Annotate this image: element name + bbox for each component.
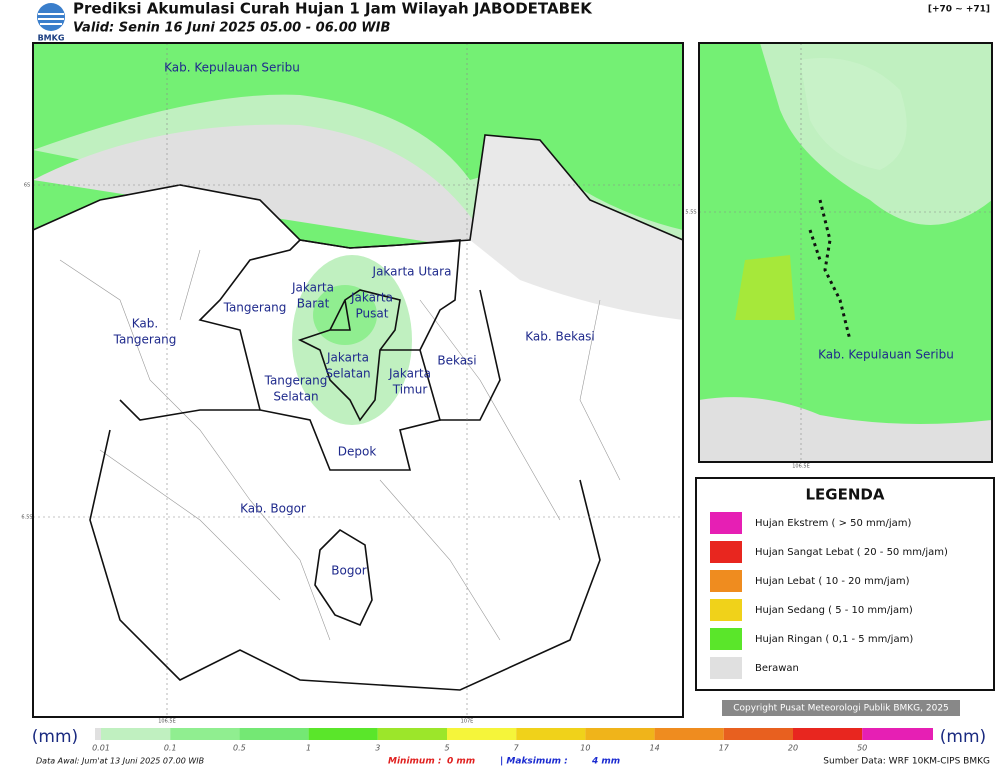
region-label: Jakarta: [326, 351, 369, 365]
colorbar-segment: [862, 728, 933, 740]
colorbar-segment: [585, 728, 655, 740]
lon-label: 107E: [461, 719, 474, 725]
range-label: [+70 ~ +71]: [928, 5, 990, 15]
cloud-land: [470, 135, 683, 320]
unit-left: (mm): [32, 727, 78, 747]
colorbar-label: 1: [306, 744, 311, 753]
logo-text: BMKG: [38, 34, 65, 43]
region-label: Depok: [338, 445, 377, 459]
inset-cloud: [699, 397, 992, 462]
region-label: Selatan: [273, 390, 318, 404]
colorbar-segment: [101, 728, 171, 740]
colorbar-label: 14: [650, 744, 660, 753]
main-map: [32, 42, 684, 718]
region-label: Kab. Bekasi: [525, 330, 595, 344]
bogor-boundary: [314, 528, 373, 627]
legend-swatch: [710, 628, 742, 650]
legend-box: [695, 477, 995, 691]
unit-right: (mm): [940, 727, 986, 747]
colorbar-label: 0.5: [233, 744, 246, 753]
inset-frame: [698, 42, 993, 463]
subtitle: Valid: Senin 16 Juni 2025 05.00 - 06.00 …: [73, 21, 390, 36]
inset-map: [698, 42, 993, 463]
logo-icon: [37, 3, 65, 31]
inset-light-blob: [800, 58, 907, 170]
colorbar-segment: [793, 728, 863, 740]
legend-item: Hujan Ringan ( 0,1 - 5 mm/jam): [755, 634, 913, 645]
region-label: Jakarta: [388, 367, 431, 381]
logo-waves: [38, 13, 64, 25]
legend-item: Hujan Lebat ( 10 - 20 mm/jam): [755, 576, 910, 587]
legend-swatch: [710, 512, 742, 534]
region-label: Selatan: [325, 367, 370, 381]
region-label: Jakarta: [291, 281, 334, 295]
min-label: Minimum :: [388, 757, 441, 767]
initial-data: Data Awal: Jum'at 13 Juni 2025 07.00 WIB: [36, 757, 204, 766]
lon-label: 106.5E: [158, 719, 175, 725]
colorbar-segment: [308, 728, 378, 740]
colorbar-label: 17: [719, 744, 730, 753]
colorbar-label: 7: [514, 744, 520, 753]
colorbar-label: 0.01: [92, 744, 110, 753]
lat-label: 5.5S: [685, 210, 696, 216]
colorbar-segment: [170, 728, 240, 740]
legend-swatch: [710, 570, 742, 592]
colorbar-label: 5: [444, 744, 449, 753]
graticule: [33, 43, 683, 717]
title: Prediksi Akumulasi Curah Hujan 1 Jam Wil…: [73, 0, 593, 18]
colorbar-label: 20: [788, 744, 798, 753]
inset-graticule: [699, 43, 992, 462]
main-map-frame: [32, 42, 684, 718]
legend-swatch: [710, 657, 742, 679]
region-label: Barat: [297, 297, 330, 311]
legend-title: LEGENDA: [806, 486, 885, 504]
district-lines: [59, 249, 621, 641]
source: Sumber Data: WRF 10KM-CIPS BMKG: [823, 757, 990, 767]
region-label: Kab. Kepulauan Seribu: [164, 61, 300, 75]
region-label: Tangerang: [264, 374, 328, 388]
region-label: Tangerang: [113, 333, 177, 347]
legend-item: Berawan: [755, 663, 799, 674]
legend-item: Hujan Sangat Lebat ( 20 - 50 mm/jam): [755, 547, 948, 558]
region-label: Pusat: [356, 307, 389, 321]
regency-boundary: [89, 399, 601, 691]
colorbar-label: 3: [375, 744, 380, 753]
colorbar-segment: [654, 728, 724, 740]
copyright-bg: [722, 700, 960, 716]
land: [33, 135, 683, 717]
lat-label: 6S: [24, 183, 30, 189]
islands: [808, 199, 852, 341]
colorbar-segment: [516, 728, 586, 740]
city-boundaries: [297, 289, 501, 422]
region-label: Jakarta Utara: [372, 265, 452, 279]
max-label: | Maksimum :: [500, 757, 568, 767]
colorbar-segment: [377, 728, 447, 740]
colorbar-segment: [95, 728, 101, 740]
colorbar-segment: [723, 728, 793, 740]
inset-moderate-patch: [735, 255, 795, 320]
region-label: Kab. Kepulauan Seribu: [818, 348, 954, 362]
region-label: Bogor: [331, 564, 367, 578]
min-value: 0 mm: [447, 757, 475, 767]
legend-swatch: [710, 541, 742, 563]
region-label: Tangerang: [223, 301, 287, 315]
colorbar-label: 50: [857, 744, 867, 753]
max-value: 4 mm: [591, 757, 620, 767]
legend-item: Hujan Sedang ( 5 - 10 mm/jam): [755, 605, 913, 616]
region-label: Timur: [392, 383, 428, 397]
region-label: Jakarta: [350, 291, 393, 305]
colorbar-segment: [239, 728, 309, 740]
legend-item: Hujan Ekstrem ( > 50 mm/jam): [755, 518, 912, 529]
lat-label: 6.5S: [21, 515, 32, 521]
colorbar-label: 10: [580, 744, 590, 753]
region-label: Kab.: [132, 317, 158, 331]
region-label: Kab. Bogor: [240, 502, 306, 516]
colorbar-label: 0.1: [164, 744, 177, 753]
lon-label: 106.5E: [792, 464, 809, 470]
colorbar-segment: [447, 728, 517, 740]
copyright: Copyright Pusat Meteorologi Publik BMKG,…: [733, 704, 949, 714]
legend-swatch: [710, 599, 742, 621]
region-label: Bekasi: [437, 354, 476, 368]
